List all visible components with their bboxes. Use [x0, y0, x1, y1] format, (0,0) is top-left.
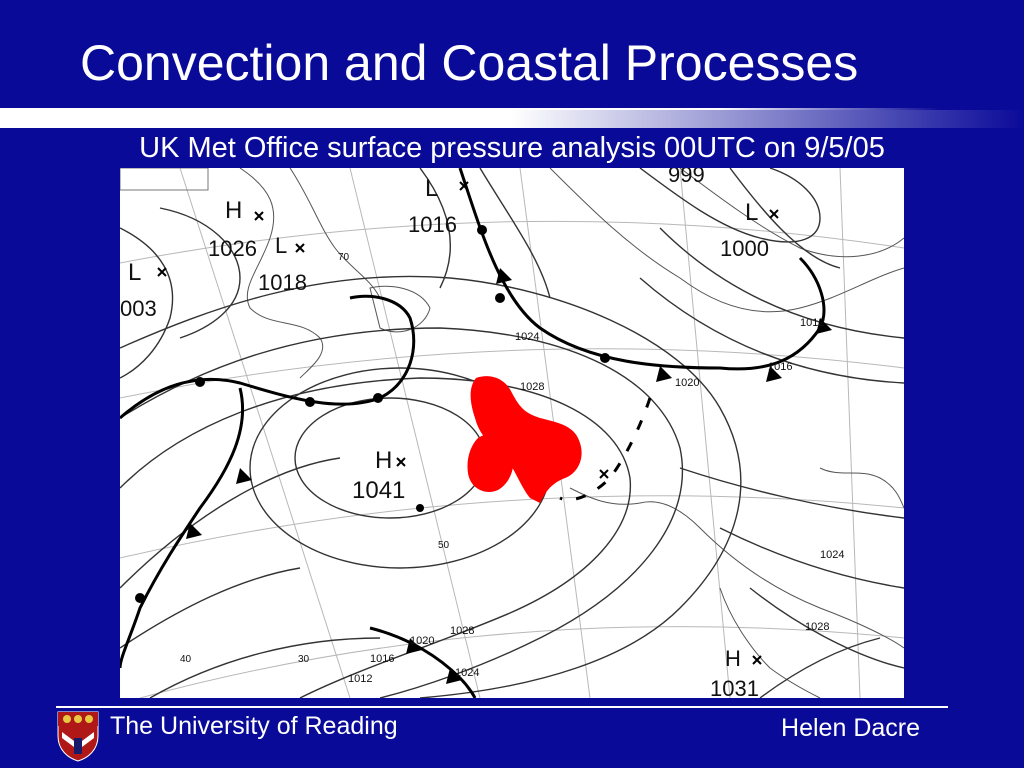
coastlines — [239, 168, 904, 698]
graticule-label-3: 30 — [298, 654, 310, 665]
isobar-label-1: 999 — [668, 168, 705, 187]
high-3-symbol: H — [725, 646, 741, 671]
isobar-label-9: 1020 — [410, 635, 434, 647]
isobar-label-7: 1012 — [348, 673, 372, 685]
high-2-symbol: H — [375, 447, 392, 474]
low-3-symbol: L — [425, 175, 438, 202]
low-4-value: 1000 — [720, 236, 769, 261]
high-1-symbol: H — [225, 197, 242, 224]
footer-divider — [56, 706, 948, 708]
isobar-label-12: 1028 — [805, 621, 829, 633]
pressure-centres: H 1026 H 1041 H 1031 L 003 L 1018 L 1016… — [120, 175, 769, 698]
high-3-value: 1031 — [710, 676, 759, 698]
isobar-label-3: 1016 — [768, 361, 792, 373]
low-3-value: 1016 — [408, 212, 457, 237]
high-2-value: 1041 — [352, 477, 405, 504]
title-divider — [0, 108, 1024, 128]
low-2-symbol: L — [275, 233, 287, 258]
slide-subtitle: UK Met Office surface pressure analysis … — [139, 132, 885, 164]
graticule-label-4: 50 — [438, 540, 450, 551]
pressure-chart: H 1026 H 1041 H 1031 L 003 L 1018 L 1016… — [120, 168, 904, 698]
slide-title: Convection and Coastal Processes — [80, 35, 859, 91]
pressure-chart-graphic: H 1026 H 1041 H 1031 L 003 L 1018 L 1016… — [120, 168, 904, 698]
isobar-label-2: 1012 — [800, 317, 824, 329]
isobar-label-8: 1016 — [370, 653, 394, 665]
footer-author: Helen Dacre — [781, 714, 920, 742]
centre-markers — [157, 181, 779, 665]
footer-university: The University of Reading — [110, 712, 398, 740]
isobar-label-4: 1020 — [675, 377, 699, 389]
graticule-labels: 70 40 30 50 — [180, 252, 450, 665]
university-crest-logo — [57, 711, 99, 762]
low-4-symbol: L — [745, 199, 758, 226]
isobar-label-13: 1024 — [820, 549, 844, 561]
front-symbols — [135, 225, 832, 684]
graticule — [120, 168, 904, 698]
low-1-symbol: L — [128, 259, 141, 286]
low-1-value: 003 — [120, 296, 157, 321]
map-key-box — [120, 168, 209, 191]
isobar-label-6: 1028 — [520, 381, 544, 393]
high-1-value: 1026 — [208, 236, 257, 261]
graticule-label-2: 40 — [180, 654, 192, 665]
low-2-value: 1018 — [258, 270, 307, 295]
isobar-label-5: 1024 — [515, 331, 539, 343]
graticule-label-1: 70 — [338, 252, 350, 263]
isobar-label-11: 1028 — [450, 625, 474, 637]
isobar-labels: 999 1012 1016 1020 1024 1028 1012 1016 1… — [348, 168, 844, 685]
isobar-label-10: 1024 — [455, 667, 479, 679]
convection-overlay — [467, 376, 582, 503]
